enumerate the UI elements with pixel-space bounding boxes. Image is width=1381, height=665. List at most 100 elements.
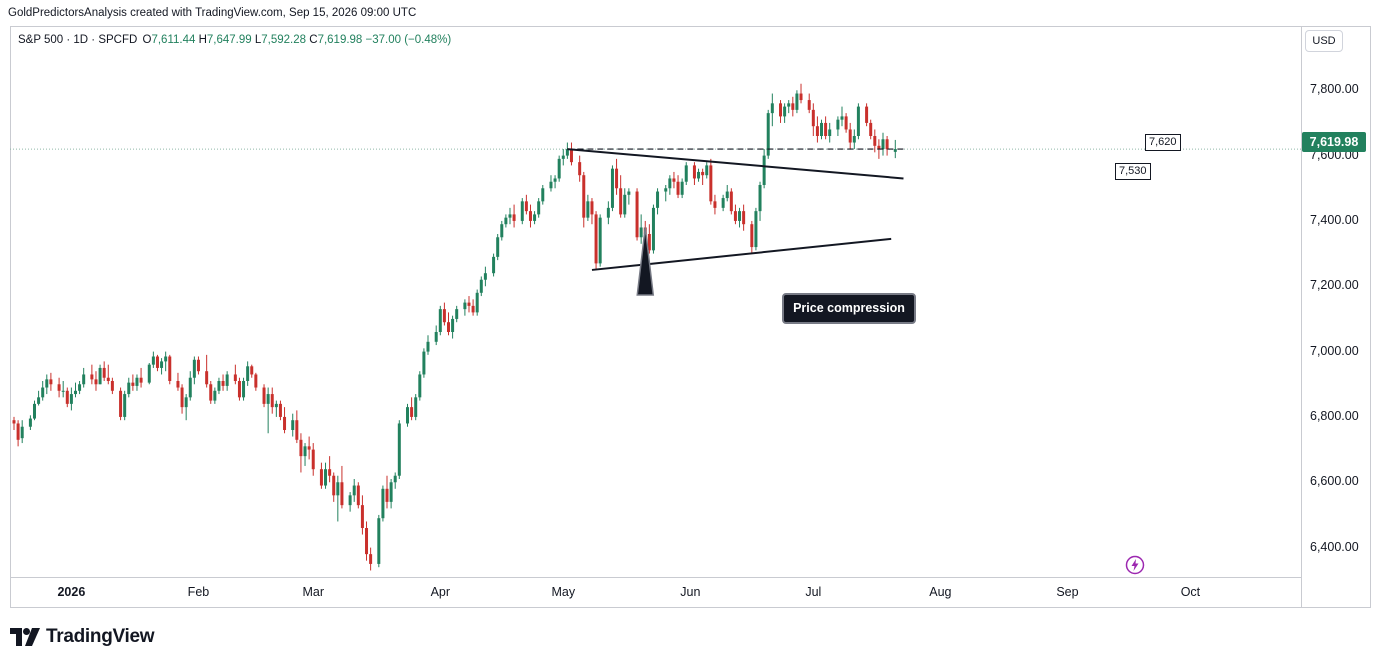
candle-body	[295, 420, 299, 440]
candle-body	[623, 194, 627, 215]
candle-body	[283, 416, 287, 430]
candle-body	[820, 122, 824, 136]
candle-body	[865, 106, 869, 123]
candle-body	[406, 407, 410, 424]
candle-body	[594, 214, 598, 264]
candle-118	[578, 155, 582, 182]
candle-body	[242, 381, 246, 398]
candle-body	[795, 93, 799, 110]
candle-88	[434, 325, 438, 346]
candle-body	[155, 356, 159, 368]
candle-27	[139, 367, 143, 388]
candle-body	[520, 201, 524, 221]
candle-18	[98, 364, 102, 385]
candle-body	[365, 528, 369, 555]
candle-body	[578, 162, 582, 176]
candle-171	[828, 122, 832, 143]
candle-body	[750, 224, 754, 248]
candle-101	[496, 234, 500, 261]
candle-29	[151, 351, 155, 368]
candle-body	[709, 165, 713, 202]
candle-body	[496, 237, 500, 257]
candle-body	[12, 420, 16, 424]
candle-165	[799, 83, 803, 104]
high-value: 7,647.99	[206, 34, 252, 46]
candle-57	[283, 407, 287, 434]
candle-74	[365, 521, 369, 561]
tradingview-logo[interactable]: TradingView	[10, 626, 155, 648]
candle-32	[164, 351, 168, 372]
candle-body	[49, 379, 53, 385]
candle-59	[295, 410, 299, 444]
currency-button[interactable]: USD	[1305, 30, 1343, 52]
candle-body	[164, 356, 168, 362]
candle-body	[110, 381, 114, 391]
candle-33	[168, 354, 172, 385]
candle-77	[381, 485, 385, 522]
candle-body	[848, 129, 852, 143]
candle-102	[500, 220, 504, 241]
candle-12	[69, 387, 73, 411]
candle-body	[369, 554, 373, 564]
candle-53	[266, 387, 270, 434]
tradingview-logo-text: TradingView	[46, 626, 155, 647]
candle-37	[188, 371, 192, 401]
candle-139	[676, 175, 680, 199]
candle-body	[352, 485, 356, 496]
candle-130	[635, 188, 639, 241]
lightning-bolt-icon[interactable]	[1125, 555, 1145, 575]
candle-134	[651, 204, 655, 254]
candle-128	[623, 188, 627, 218]
candle-body	[893, 149, 897, 152]
candle-body	[160, 361, 164, 368]
time-tick-label: May	[551, 585, 576, 599]
candle-body	[811, 109, 815, 127]
candle-47	[237, 377, 241, 401]
candle-4	[32, 400, 36, 421]
candle-body	[184, 397, 188, 408]
candle-body	[225, 374, 229, 386]
candle-body	[123, 394, 127, 417]
candle-body	[463, 302, 467, 310]
candle-body	[766, 113, 770, 156]
candle-body	[615, 168, 619, 189]
candle-body	[422, 351, 426, 375]
candle-body	[672, 178, 676, 182]
candle-177	[856, 103, 860, 140]
candle-23	[123, 390, 127, 421]
candle-body	[418, 374, 422, 398]
candle-body	[725, 191, 729, 199]
candle-106	[520, 198, 524, 225]
candle-43	[217, 377, 221, 395]
candle-153	[742, 204, 746, 231]
candle-42	[213, 387, 217, 404]
candle-body	[479, 279, 483, 293]
callout-pointer	[636, 227, 655, 296]
change-value: −37.00 (−0.48%)	[365, 34, 452, 46]
candle-70	[348, 492, 352, 512]
time-tick-label: Aug	[929, 585, 952, 599]
candle-body	[28, 418, 32, 427]
candle-159	[770, 93, 774, 127]
candle-91	[446, 312, 450, 336]
candle-44	[221, 374, 225, 391]
candle-2	[20, 420, 24, 444]
candle-body	[656, 191, 660, 208]
candle-149	[725, 185, 729, 202]
candle-body	[348, 495, 352, 506]
candle-body	[738, 211, 742, 221]
candle-69	[340, 465, 344, 509]
breakdown-level-tag: 7,530	[1115, 163, 1151, 180]
candle-body	[586, 201, 590, 218]
candle-body	[299, 439, 303, 457]
candle-13	[73, 382, 77, 398]
candle-55	[274, 400, 278, 417]
candle-78	[385, 475, 389, 509]
candle-64	[319, 462, 323, 489]
candle-56	[278, 400, 282, 421]
candle-body	[553, 178, 557, 182]
candle-body	[196, 359, 200, 372]
candle-124	[606, 201, 610, 225]
candle-111	[541, 185, 545, 205]
